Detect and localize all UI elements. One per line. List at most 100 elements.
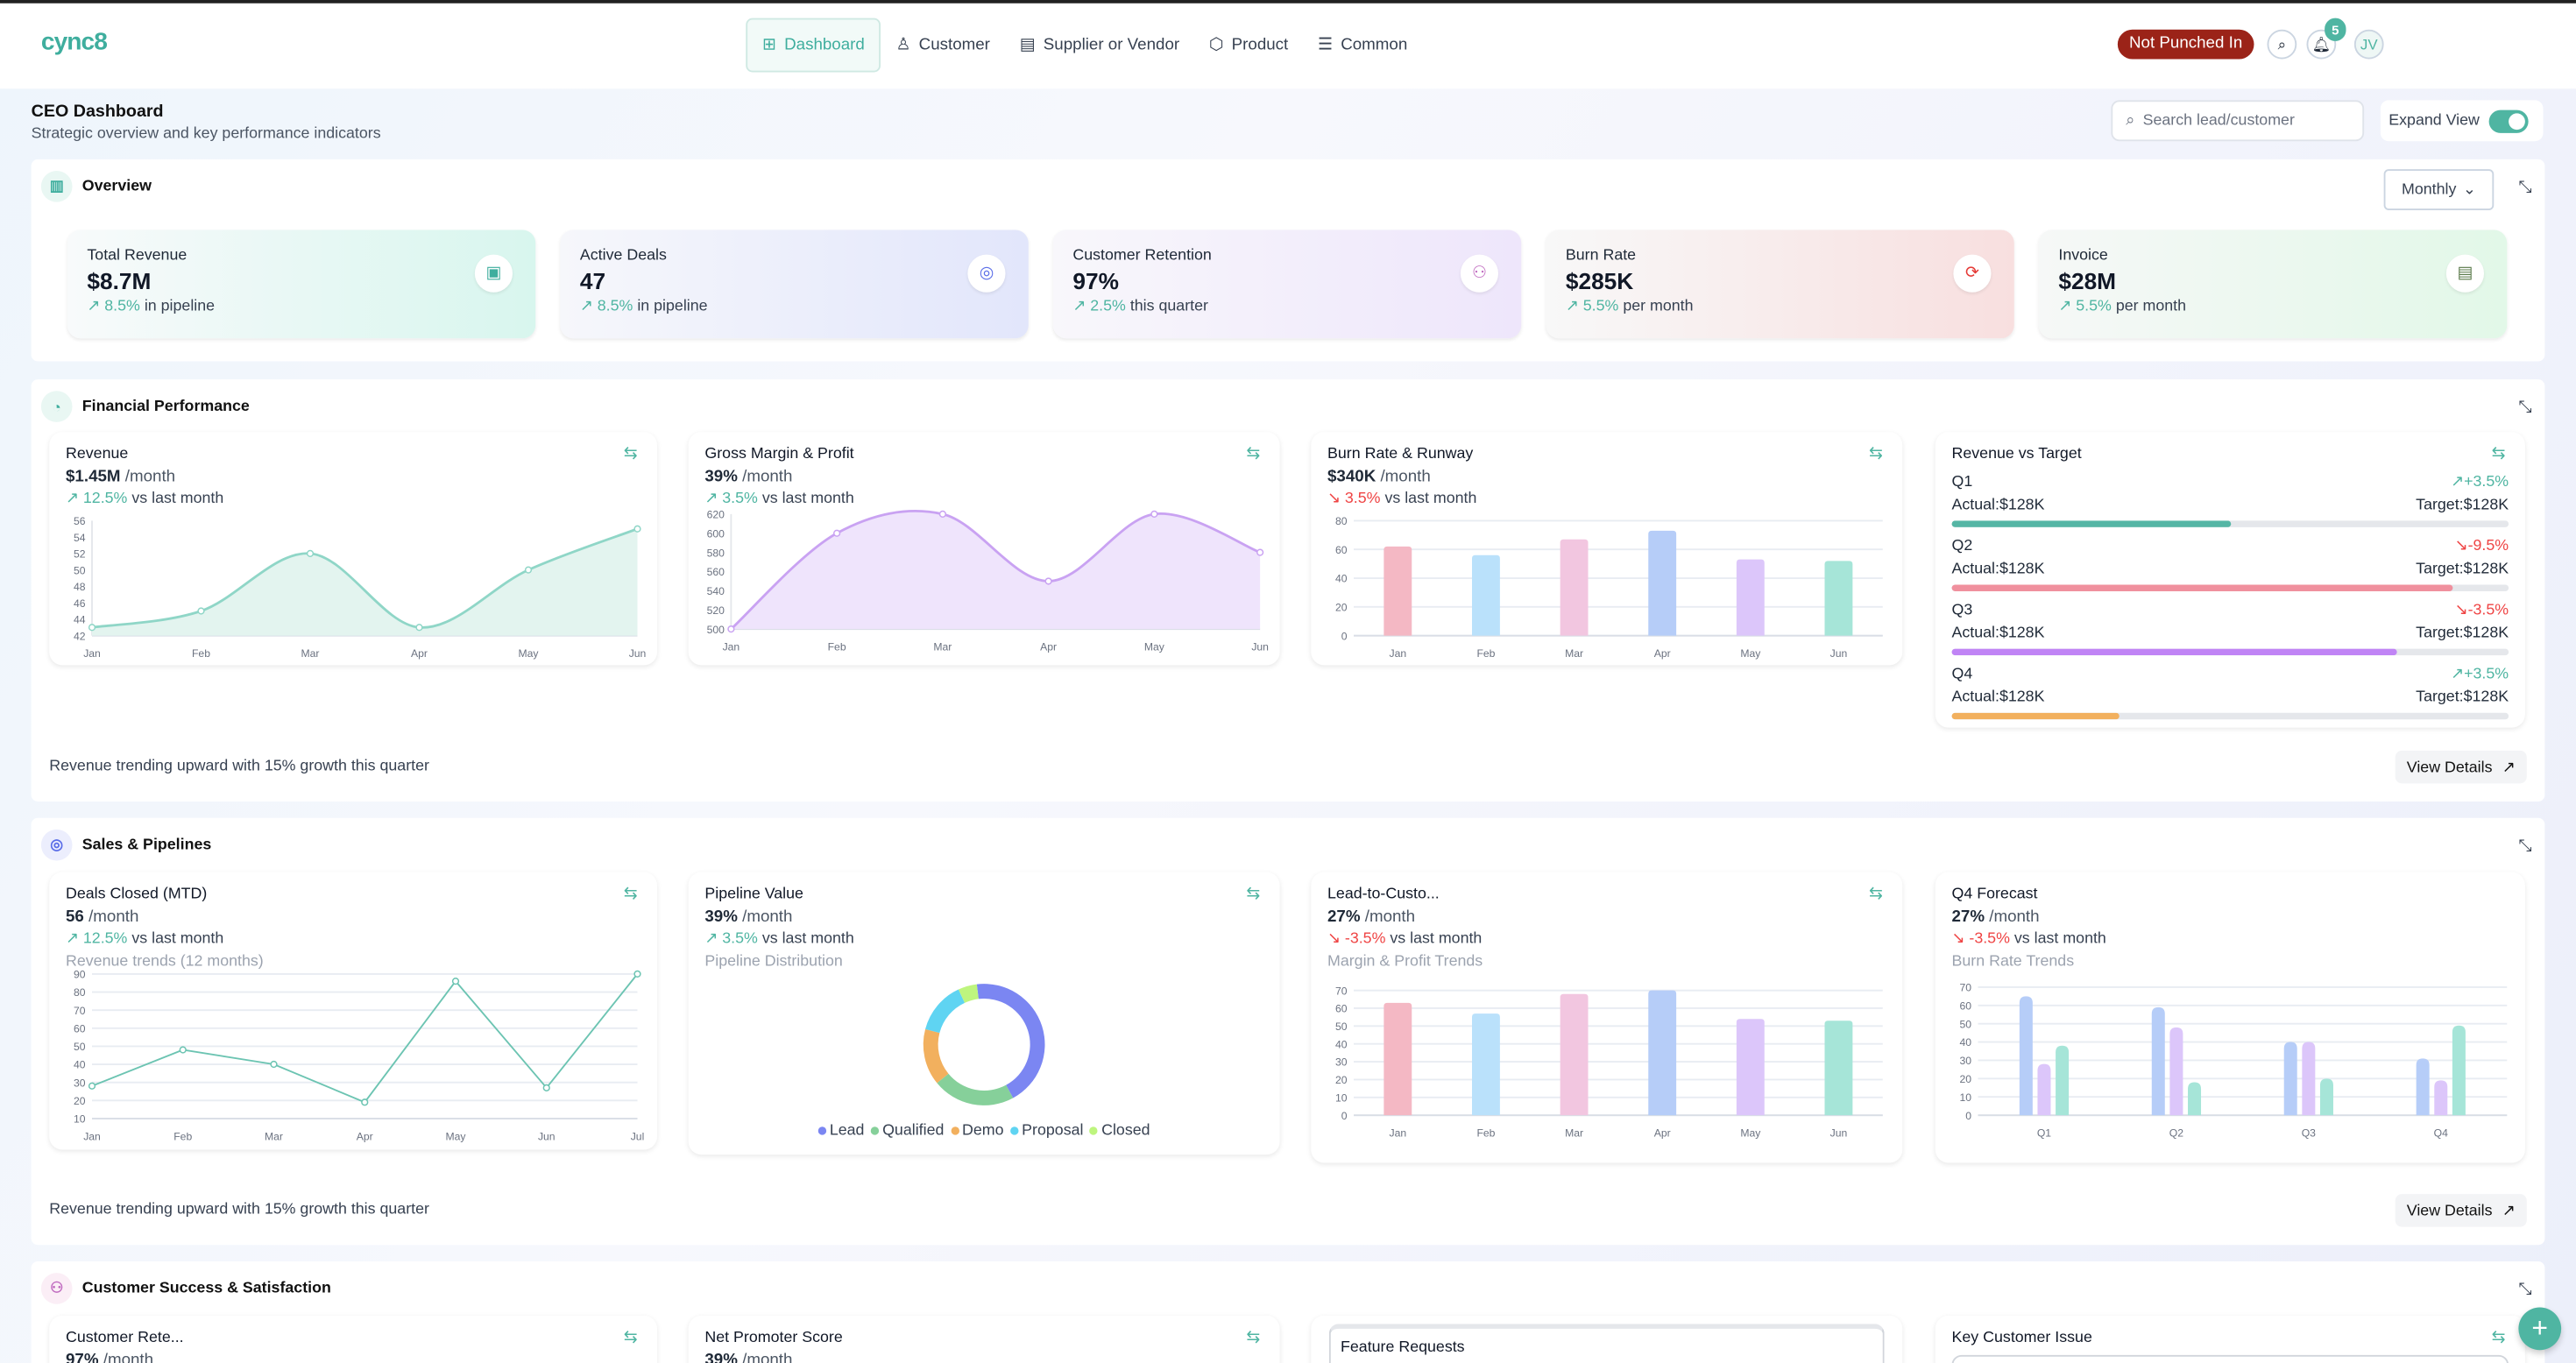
pipeline-legend: Lead Qualified Demo Proposal Closed (689, 1122, 1280, 1140)
issue-box (1951, 1354, 2509, 1363)
section-title: Sales & Pipelines (81, 836, 212, 854)
wallet-icon: ▣ (474, 254, 513, 293)
swap-icon[interactable]: ⇆ (1869, 445, 1883, 463)
swap-icon[interactable]: ⇆ (1246, 445, 1261, 463)
data-point (727, 625, 735, 633)
bar (2151, 1006, 2165, 1116)
legend-item[interactable]: Demo (950, 1122, 1004, 1140)
pie-slice-closed (958, 984, 979, 1003)
user-icon: ♙ (895, 36, 911, 54)
view-details-button[interactable]: View Details ↗ (2395, 750, 2527, 784)
data-point (938, 510, 946, 518)
add-button[interactable]: + (2518, 1307, 2562, 1351)
legend-item[interactable]: Qualified (870, 1122, 944, 1140)
progress-fill (1951, 712, 2120, 720)
kpi-card[interactable]: Burn Rate $285K ↗ 5.5% per month ⟳ (1546, 230, 2014, 339)
x-tick-label: Feb (1476, 1127, 1495, 1140)
logo[interactable]: cync8 (40, 27, 108, 56)
nav-common[interactable]: ☰ Common (1318, 36, 1408, 54)
x-tick-label: Jun (1830, 1127, 1848, 1140)
collapse-icon[interactable]: ⤡ (2518, 179, 2532, 197)
y-tick-label: 42 (74, 630, 86, 642)
y-tick-label: 70 (1959, 982, 1971, 994)
kpi-label: Burn Rate (1565, 246, 1637, 265)
nav-supplier-vendor[interactable]: ▤ Supplier or Vendor (1019, 36, 1180, 54)
swap-icon[interactable]: ⇆ (623, 445, 638, 463)
refresh-icon: ⟳ (1953, 254, 1992, 293)
y-tick-label: 620 (707, 509, 725, 521)
kpi-note: in pipeline (144, 297, 216, 315)
search-input[interactable]: ⌕ Search lead/customer (2111, 100, 2365, 142)
kpi-change: 8.5% (104, 297, 140, 315)
lead-to-customer-card: Lead-to-Custo... 27% /month ↘ -3.5% vs l… (1311, 872, 1903, 1163)
y-tick-label: 80 (74, 986, 86, 999)
legend-item[interactable]: Lead (817, 1122, 864, 1140)
data-point (1044, 577, 1052, 585)
users-icon: ⚇ (1460, 254, 1498, 293)
feature-requests-card: Feature Requests (1311, 1315, 1903, 1363)
data-point (179, 1046, 187, 1054)
x-tick-label: Feb (828, 641, 846, 653)
sales-pipelines-panel: ◎ Sales & Pipelines ⤡ Deals Closed (MTD) … (31, 817, 2545, 1246)
x-tick-label: Feb (192, 647, 210, 660)
kpi-card[interactable]: Total Revenue $8.7M ↗ 8.5% in pipeline ▣ (67, 230, 536, 339)
toggle-switch[interactable] (2489, 109, 2530, 132)
bar (1736, 559, 1765, 636)
y-tick-label: 44 (74, 614, 86, 626)
nav-product[interactable]: ⬡ Product (1208, 36, 1289, 54)
swap-icon[interactable]: ⇆ (1246, 1328, 1261, 1347)
receipt-icon: ▤ (2445, 254, 2484, 293)
expand-view-toggle[interactable]: Expand View (2380, 100, 2544, 142)
kpi-card[interactable]: Customer Retention 97% ↗ 2.5% this quart… (1052, 230, 1522, 339)
data-point (832, 529, 841, 537)
collapse-icon[interactable]: ⤡ (2518, 1281, 2532, 1300)
section-title: Financial Performance (81, 397, 250, 416)
collapse-icon[interactable]: ⤡ (2518, 399, 2532, 418)
gross-margin-chart: 500 520 540 560 580 600 620 Jan Feb Mar Apr May Jun (707, 509, 1269, 653)
kpi-card[interactable]: Invoice $28M ↗ 5.5% per month ▤ (2038, 230, 2508, 339)
progress-bar (1951, 584, 2509, 591)
swap-icon[interactable]: ⇆ (623, 885, 638, 904)
chart-icon: ▥ (40, 171, 73, 202)
period-dropdown[interactable]: Monthly ⌄ (2383, 169, 2495, 210)
x-tick-label: Apr (357, 1130, 373, 1142)
punch-status-button[interactable]: Not Punched In (2117, 29, 2254, 60)
y-tick-label: 30 (1335, 1056, 1348, 1069)
legend-item[interactable]: Proposal (1010, 1122, 1083, 1140)
burn-rate-chart: 0 20 40 60 80 Jan Feb Mar Apr May Jun (1335, 515, 1883, 660)
bar (2302, 1042, 2316, 1116)
nav-customer[interactable]: ♙ Customer (895, 36, 990, 54)
swap-icon[interactable]: ⇆ (623, 1328, 638, 1347)
y-tick-label: 30 (74, 1077, 86, 1089)
swap-icon[interactable]: ⇆ (1869, 885, 1883, 904)
trend-up-icon: ↗ (87, 297, 101, 315)
bar (1384, 546, 1412, 636)
y-tick-label: 40 (1335, 573, 1348, 585)
data-point (633, 525, 641, 533)
legend-item[interactable]: Closed (1089, 1122, 1150, 1140)
swap-icon[interactable]: ⇆ (2491, 1328, 2506, 1347)
y-tick-label: 80 (1335, 515, 1348, 527)
bar (2037, 1063, 2051, 1116)
x-tick-label: Q4 (2434, 1127, 2448, 1140)
search-icon[interactable]: ⌕ (2267, 29, 2297, 60)
bar (1824, 561, 1853, 636)
trend-up-icon: ↗ (66, 929, 79, 948)
search-icon: ⌕ (2126, 111, 2135, 131)
legend-swatch (870, 1126, 880, 1135)
swap-icon[interactable]: ⇆ (2491, 445, 2506, 463)
kpi-card[interactable]: Active Deals 47 ↗ 8.5% in pipeline ◎ (560, 230, 1029, 339)
view-details-button[interactable]: View Details ↗ (2395, 1194, 2527, 1227)
swap-icon[interactable]: ⇆ (1246, 885, 1261, 904)
overview-panel: ▥ Overview Monthly ⌄ ⤡ Total Revenue $8.7M… (31, 159, 2545, 362)
nav-dashboard[interactable]: ⊞ Dashboard (746, 18, 881, 73)
avatar[interactable]: JV (2353, 29, 2384, 60)
kpi-label: Invoice (2058, 246, 2108, 265)
collapse-icon[interactable]: ⤡ (2518, 837, 2532, 856)
x-tick-label: Apr (1654, 1127, 1671, 1140)
y-tick-label: 20 (1959, 1073, 1971, 1085)
data-point (524, 566, 533, 574)
data-point (451, 977, 460, 985)
feature-requests-box: Feature Requests (1328, 1324, 1885, 1363)
arrow-up-right-icon: ↗ (2502, 1201, 2516, 1220)
